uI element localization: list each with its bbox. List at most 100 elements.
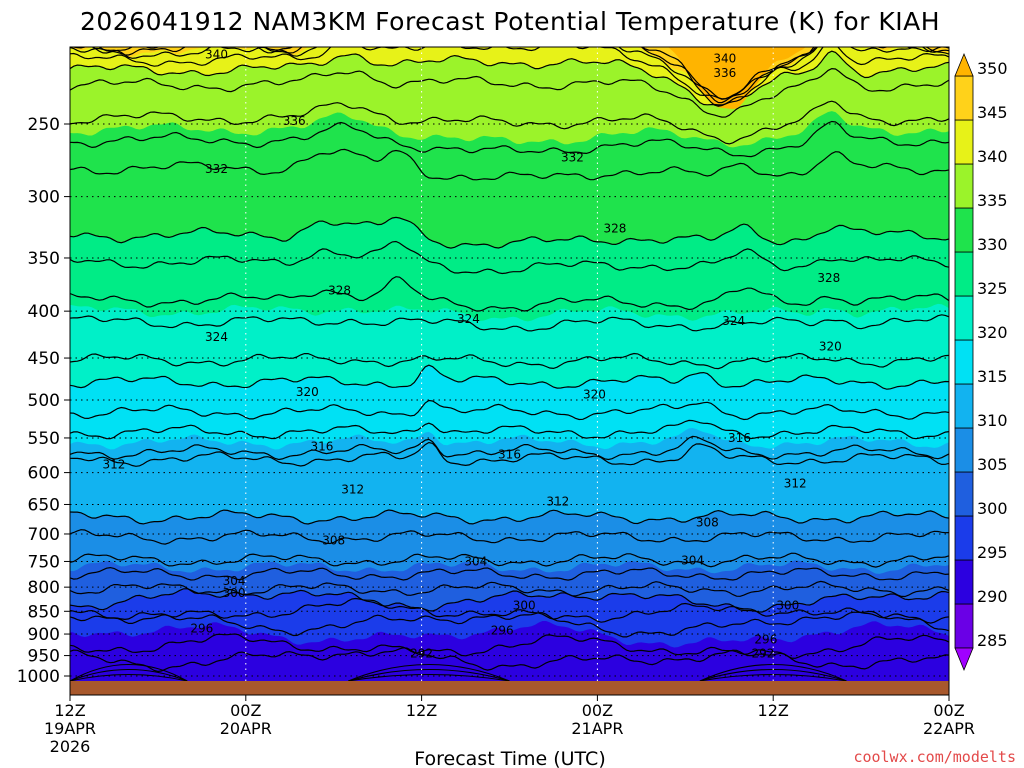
x-tick-label: 22APR xyxy=(923,719,975,738)
contour-348 xyxy=(90,47,949,107)
colorbar-label: 345 xyxy=(977,103,1008,122)
contour-label: 332 xyxy=(205,162,228,176)
contour-label: 312 xyxy=(784,477,807,491)
colorbar-label: 300 xyxy=(977,499,1008,518)
surface-contour xyxy=(348,673,510,681)
contour-label: 312 xyxy=(341,482,364,496)
colorbar-label: 325 xyxy=(977,279,1008,298)
contour-label: 324 xyxy=(722,314,745,328)
contour-312 xyxy=(70,441,949,467)
colorbar-label: 305 xyxy=(977,455,1008,474)
colorbar-label: 290 xyxy=(977,587,1008,606)
contour-314 xyxy=(70,435,949,461)
band-350 xyxy=(70,47,949,109)
contour-308 xyxy=(70,529,949,545)
y-tick-label: 400 xyxy=(28,302,60,322)
contour-label: 292 xyxy=(751,646,774,660)
contour-lines xyxy=(70,47,949,681)
contour-label: 328 xyxy=(817,271,840,285)
colorbar-segment xyxy=(954,603,974,649)
contour-label: 296 xyxy=(190,622,213,636)
surface-contour xyxy=(348,669,510,681)
colorbar-segment xyxy=(954,471,974,517)
y-tick-label: 1000 xyxy=(17,667,60,687)
contour-label: 336 xyxy=(283,114,306,128)
x-tick-label: 19APR xyxy=(44,719,96,738)
y-axis: 250 300 350 400 450 500 550 600 650 700 750 800 850 9… xyxy=(17,115,70,687)
contour-label: 332 xyxy=(561,151,584,165)
y-tick-label: 750 xyxy=(28,552,60,572)
chart-title: 2026041912 NAM3KM Forecast Potential Tem… xyxy=(80,7,940,36)
y-tick-label: 600 xyxy=(28,464,60,484)
contour-318 xyxy=(70,399,949,421)
colorbar-label: 350 xyxy=(977,59,1008,78)
contour-346 xyxy=(70,47,949,104)
y-tick-label: 250 xyxy=(28,115,60,135)
contour-label: 312 xyxy=(102,458,125,472)
contour-label: 324 xyxy=(457,312,480,326)
x-tick-label: 00Z xyxy=(933,701,964,720)
surface-contour xyxy=(70,663,188,681)
credit-text: coolwx.com/modelts xyxy=(853,748,1016,766)
y-tick-label: 800 xyxy=(28,578,60,598)
contour-label: 324 xyxy=(205,330,228,344)
contour-300 xyxy=(70,588,949,613)
colorbar-max-triangle xyxy=(954,52,974,77)
contour-330 xyxy=(70,216,949,249)
y-tick-label: 500 xyxy=(28,391,60,411)
colorbar-label: 340 xyxy=(977,147,1008,166)
contour-label: 340 xyxy=(713,51,736,65)
plot-frame xyxy=(69,46,950,696)
contour-label: 304 xyxy=(681,553,704,567)
x-tick-label: 00Z xyxy=(230,701,261,720)
colorbar-label: 330 xyxy=(977,235,1008,254)
contour-334 xyxy=(70,120,949,158)
contour-label: 292 xyxy=(410,646,433,660)
contour-label: 316 xyxy=(311,440,334,454)
contour-340 xyxy=(70,50,949,106)
contour-322 xyxy=(70,352,949,370)
contour-label: 328 xyxy=(328,284,351,298)
ground-base xyxy=(70,681,949,695)
contour-292 xyxy=(70,647,949,673)
x-tick-label: 20APR xyxy=(220,719,272,738)
contour-306 xyxy=(70,552,949,568)
contour-304 xyxy=(70,566,949,581)
colorbar-segment xyxy=(954,515,974,561)
x-tick-label: 12Z xyxy=(758,701,789,720)
colorbar-label: 315 xyxy=(977,367,1008,386)
y-tick-label: 550 xyxy=(28,429,60,449)
surface-contour xyxy=(70,668,188,681)
x-tick-label: 12Z xyxy=(54,701,85,720)
colorbar-segment xyxy=(954,119,974,165)
colorbar-segment xyxy=(954,163,974,209)
contour-label: 304 xyxy=(464,554,487,568)
color-bands xyxy=(70,47,949,681)
colorbar-segment xyxy=(954,251,974,297)
contour-label: 316 xyxy=(498,447,521,461)
contour-label: 300 xyxy=(223,586,246,600)
colorbar-label: 285 xyxy=(977,631,1008,650)
contour-label: 316 xyxy=(728,431,751,445)
colorbar-label: 295 xyxy=(977,543,1008,562)
surface-contour xyxy=(348,663,510,681)
colorbar-label: 335 xyxy=(977,191,1008,210)
gridlines xyxy=(70,47,949,681)
contour-label: 308 xyxy=(696,515,719,529)
plot-area xyxy=(70,47,949,681)
colorbar-segment xyxy=(954,559,974,605)
contour-label: 296 xyxy=(491,623,514,637)
contour-label: 308 xyxy=(322,534,345,548)
x-tick-label: 00Z xyxy=(582,701,613,720)
x-tick-label: 2026 xyxy=(50,737,91,756)
contour-310 xyxy=(70,509,949,525)
contour-326 xyxy=(70,276,949,312)
colorbar-segment xyxy=(954,295,974,341)
colorbar-segment xyxy=(954,339,974,385)
x-tick-label: 21APR xyxy=(571,719,623,738)
contour-324 xyxy=(70,314,949,332)
colorbar-segment xyxy=(954,207,974,253)
contour-label: 296 xyxy=(754,632,777,646)
